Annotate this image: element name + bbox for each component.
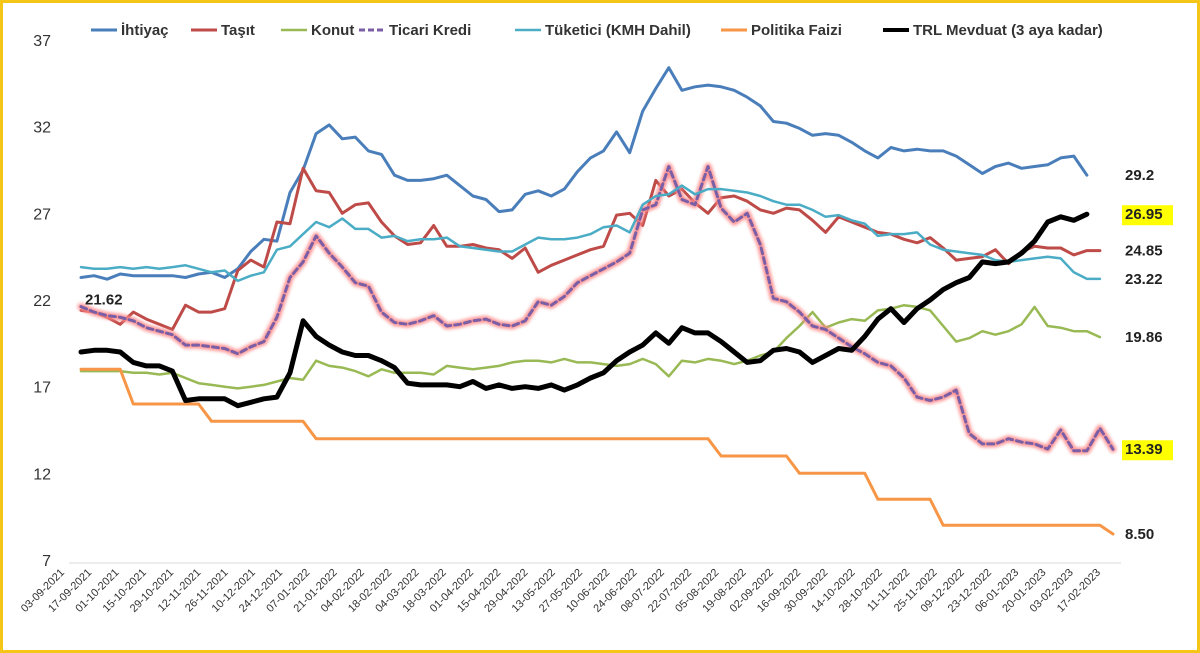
legend-label-ihtiyac: İhtiyaç <box>121 22 169 39</box>
legend-label-ticari-kredi: Ticari Kredi <box>389 22 471 39</box>
line-chart: İhtiyaç Taşıt Konut Ticari Kredi Tüketici (K… <box>19 22 1173 615</box>
data-label-highlight <box>1122 205 1173 226</box>
legend-label-politika-faizi: Politika Faizi <box>751 22 842 39</box>
plot-area <box>77 66 1117 536</box>
series-line-tasit <box>79 166 1102 331</box>
legend-label-tasit: Taşıt <box>221 22 255 39</box>
chart-legend: İhtiyaç Taşıt Konut Ticari Kredi Tüketici (K… <box>91 22 1103 39</box>
y-tick-label: 7 <box>42 553 51 570</box>
data-label-ticari-kredi: 21.62 <box>85 292 123 309</box>
series-line-ihtiyac <box>79 66 1089 281</box>
legend-label-tuketici-kmh-dahil: Tüketici (KMH Dahil) <box>545 22 691 39</box>
y-tick-label: 37 <box>33 33 51 50</box>
series-line-konut <box>79 303 1102 390</box>
data-labels: 21.62 29.2 26.95 24.85 23.22 19.86 13.39 8.50 <box>85 167 1173 543</box>
data-label-tuketici-kmh-dahil: 23.22 <box>1125 271 1163 288</box>
legend-label-trl-mevduat-3-aya-kadar: TRL Mevduat (3 aya kadar) <box>913 22 1103 39</box>
data-label-tasit: 24.85 <box>1125 243 1163 260</box>
y-tick-label: 12 <box>33 466 51 483</box>
data-label-ihtiyac: 29.2 <box>1125 167 1154 184</box>
y-axis: 7 12 17 22 27 32 37 <box>33 33 51 570</box>
data-label-highlight <box>1122 440 1173 461</box>
y-tick-label: 27 <box>33 206 51 223</box>
series-line-trl-mevduat-3-aya-kadar <box>78 211 1090 409</box>
data-label-politika-faizi: 8.50 <box>1125 526 1154 543</box>
data-label-trl-mevduat-3-aya-kadar: 26.95 <box>1125 206 1163 223</box>
series-line-ticari-kredi <box>79 165 1115 453</box>
series-line-politika-faizi <box>79 367 1115 536</box>
data-label-konut: 19.86 <box>1125 329 1163 346</box>
y-tick-label: 22 <box>33 293 51 310</box>
series-line-tuketici-kmh-dahil <box>79 184 1102 283</box>
y-tick-label: 17 <box>33 380 51 397</box>
data-label-ticari-kredi: 13.39 <box>1125 441 1163 458</box>
x-axis: 03-09-202117-09-202101-10-202115-10-2021… <box>19 562 1121 615</box>
series-glow-ticari-kredi <box>77 163 1117 455</box>
legend-label-konut: Konut <box>311 22 354 39</box>
y-tick-label: 32 <box>33 120 51 137</box>
